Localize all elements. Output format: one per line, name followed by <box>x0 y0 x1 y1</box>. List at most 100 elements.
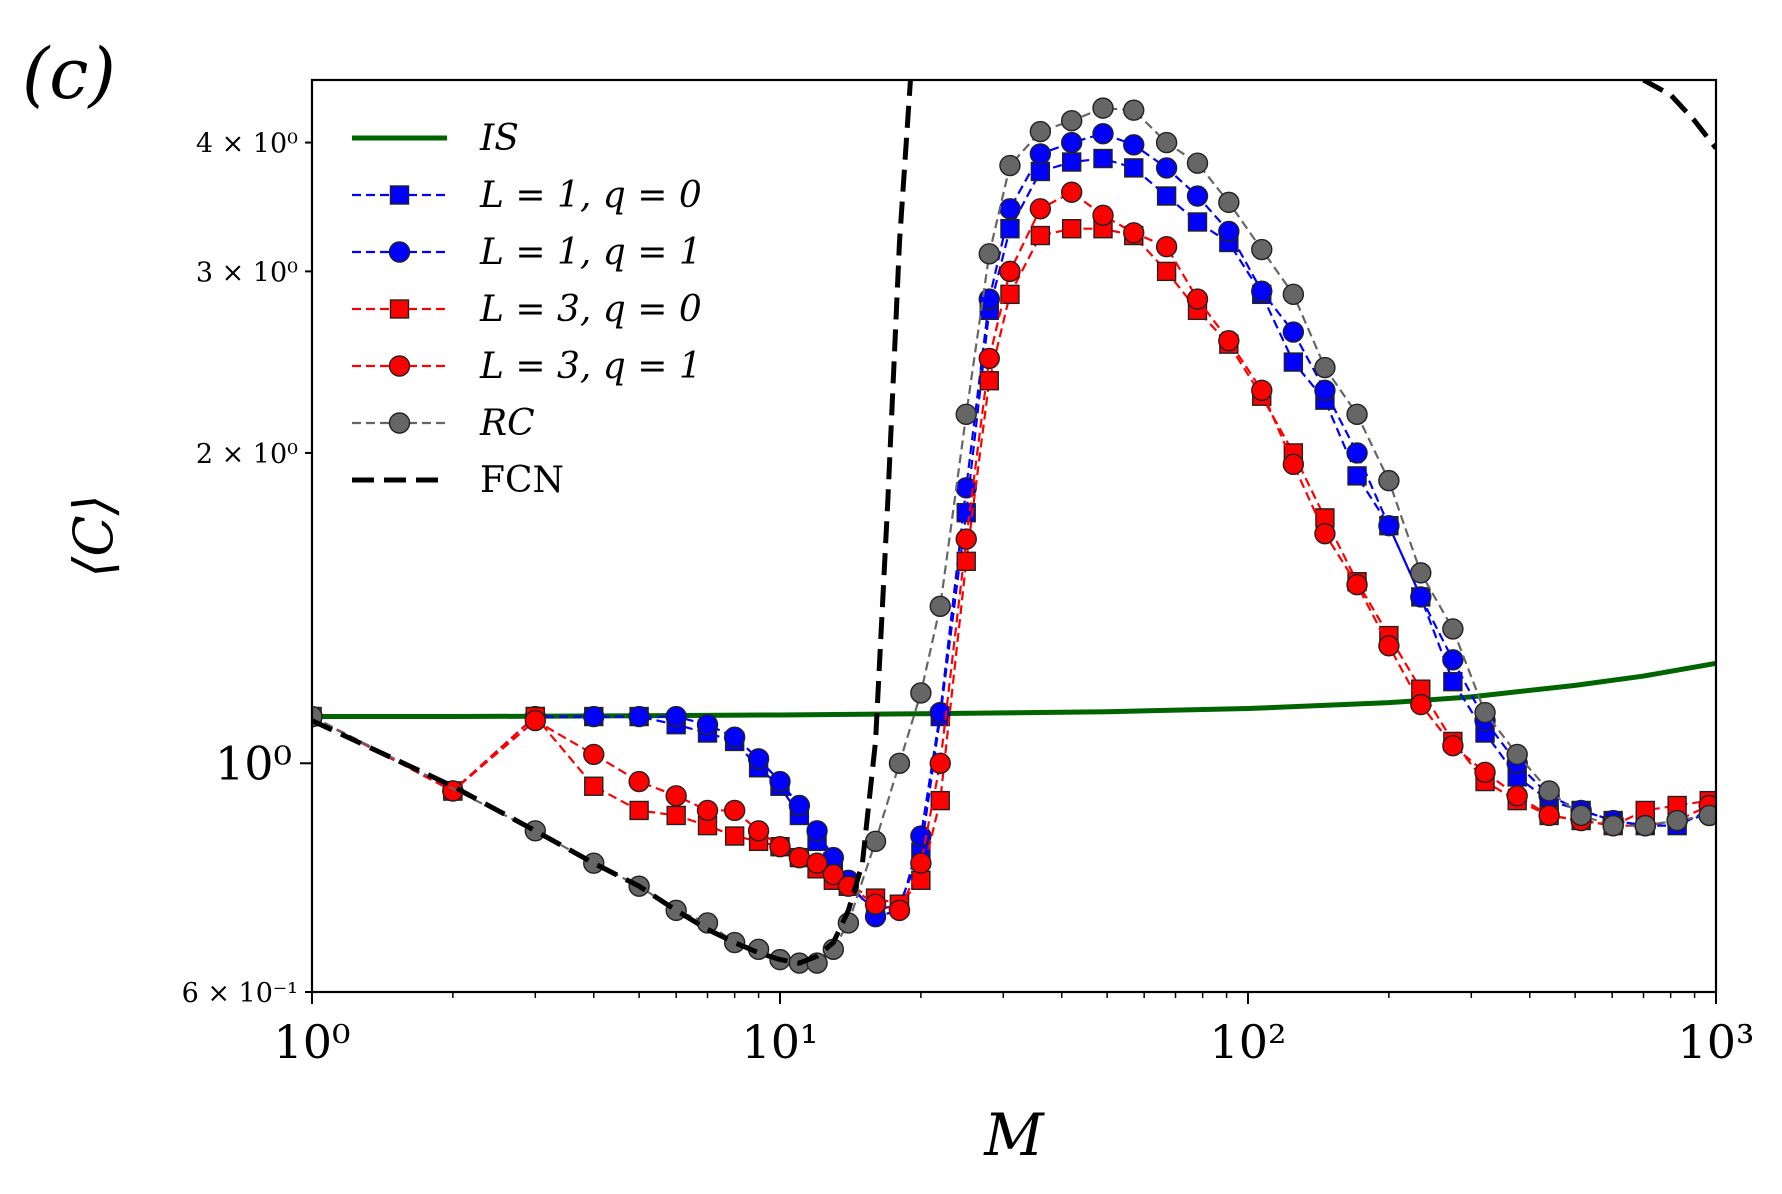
data-point <box>1346 442 1368 464</box>
legend-marker <box>389 185 410 205</box>
data-point <box>999 260 1021 283</box>
y-tick-label: 10⁰ <box>215 736 292 790</box>
data-point <box>665 705 687 728</box>
legend-label: L = 1, q = 1 <box>479 232 702 273</box>
data-point <box>1538 780 1560 802</box>
data-point <box>1602 814 1624 837</box>
legend-label: IS <box>479 118 519 159</box>
legend-marker <box>388 412 411 434</box>
data-point <box>723 931 746 954</box>
data-point <box>864 893 887 915</box>
data-point <box>629 800 649 821</box>
data-point <box>1442 649 1464 671</box>
data-point <box>1698 804 1716 827</box>
data-point <box>978 243 1000 265</box>
series-line <box>312 227 1710 906</box>
data-point <box>1443 671 1463 692</box>
data-point <box>1283 352 1304 372</box>
data-point <box>999 154 1021 177</box>
data-point <box>1029 120 1052 143</box>
legend-item: IS <box>352 118 519 159</box>
legend-marker <box>389 299 410 319</box>
legend-label: L = 3, q = 0 <box>479 289 702 330</box>
data-point <box>1282 283 1305 306</box>
legend-label: RC <box>479 403 535 444</box>
data-point <box>1314 356 1336 379</box>
data-point <box>1218 220 1240 243</box>
data-point <box>1029 198 1052 220</box>
data-point <box>788 794 811 817</box>
data-point <box>1378 514 1400 537</box>
data-point <box>724 826 745 846</box>
data-point <box>1000 219 1020 239</box>
data-point <box>747 748 770 770</box>
data-point <box>911 870 931 891</box>
data-point <box>1092 97 1114 119</box>
data-point <box>979 371 999 391</box>
data-point <box>1156 186 1177 206</box>
data-point <box>1666 809 1688 832</box>
data-point <box>1218 329 1240 352</box>
plot-area-frame <box>310 78 1718 994</box>
data-point <box>747 820 770 842</box>
data-point <box>1186 152 1209 174</box>
data-point <box>1282 453 1305 475</box>
data-point <box>583 705 605 728</box>
legend-label: L = 1, q = 0 <box>479 175 702 216</box>
data-point <box>1060 181 1083 203</box>
data-point <box>1155 157 1178 179</box>
data-point <box>1314 522 1336 545</box>
data-point <box>696 713 719 736</box>
data-point <box>1410 586 1432 608</box>
data-point <box>1474 701 1496 724</box>
data-point <box>723 726 746 748</box>
data-point <box>955 528 977 550</box>
data-point <box>583 743 605 766</box>
panel-label: (c) <box>22 33 116 115</box>
legend-item: L = 1, q = 0 <box>352 175 702 216</box>
data-point <box>1251 280 1273 302</box>
data-point <box>788 846 811 869</box>
legend-marker <box>388 355 411 377</box>
data-point <box>666 805 686 826</box>
data-point <box>1251 238 1273 261</box>
data-point <box>584 776 604 796</box>
x-tick-label: 10² <box>1210 1015 1287 1069</box>
data-point <box>1061 152 1082 172</box>
legend-marker <box>388 241 411 263</box>
data-point <box>822 863 845 886</box>
data-point <box>628 705 650 728</box>
x-tick-label: 10¹ <box>742 1015 819 1069</box>
series-line <box>312 107 1710 965</box>
data-point <box>888 899 911 922</box>
data-point <box>1061 219 1082 239</box>
data-point <box>1442 618 1464 640</box>
data-point <box>628 770 650 793</box>
data-point <box>1156 261 1177 282</box>
data-point <box>1187 212 1208 232</box>
y-axis-label: ⟨C⟩ <box>62 494 125 577</box>
legend-item: L = 1, q = 1 <box>352 232 702 273</box>
data-point <box>583 852 605 874</box>
data-point <box>1570 804 1592 827</box>
data-point <box>769 836 791 858</box>
data-point <box>1092 204 1114 227</box>
data-point <box>978 347 1000 370</box>
data-point <box>1378 469 1400 492</box>
data-point <box>1506 785 1528 807</box>
data-point <box>1029 143 1052 165</box>
data-point <box>696 912 719 934</box>
data-point <box>929 752 951 774</box>
x-tick-label: 10³ <box>1678 1015 1755 1069</box>
legend-label: L = 3, q = 1 <box>479 346 702 387</box>
series-line <box>1642 80 1716 150</box>
data-point <box>524 709 546 732</box>
data-point <box>1030 225 1051 246</box>
data-point <box>806 852 828 874</box>
data-point <box>1060 131 1083 154</box>
data-point <box>806 820 828 842</box>
data-point <box>723 799 746 822</box>
series-0 <box>312 660 1716 720</box>
data-point <box>956 551 976 572</box>
